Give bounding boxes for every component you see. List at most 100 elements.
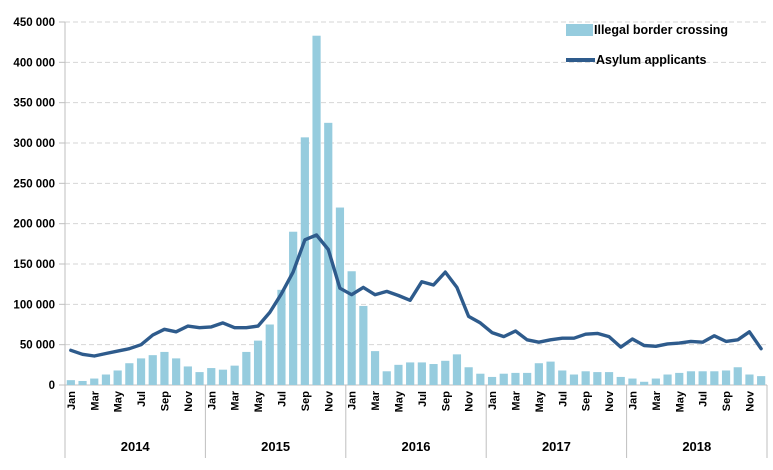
bar-series-swatch-icon — [566, 24, 593, 37]
bar-illegal-border-crossing — [230, 365, 239, 385]
month-label: Sep — [440, 391, 452, 411]
bar-illegal-border-crossing — [300, 137, 309, 385]
bar-illegal-border-crossing — [616, 376, 625, 385]
month-label: Nov — [604, 390, 616, 412]
y-axis-label: 350 000 — [13, 98, 55, 110]
bar-illegal-border-crossing — [511, 372, 520, 385]
month-label: Sep — [721, 391, 733, 411]
month-label: Nov — [323, 390, 335, 412]
bar-illegal-border-crossing — [312, 35, 321, 386]
month-label: Nov — [183, 390, 195, 412]
month-label: Jul — [136, 391, 148, 407]
bar-illegal-border-crossing — [382, 371, 391, 385]
bar-illegal-border-crossing — [113, 370, 122, 385]
bar-illegal-border-crossing — [335, 207, 345, 385]
month-label: Jan — [206, 391, 218, 410]
month-label: Sep — [159, 391, 171, 411]
month-label: May — [674, 390, 686, 412]
month-label: Mar — [651, 390, 663, 410]
bar-illegal-border-crossing — [370, 351, 380, 385]
bar-illegal-border-crossing — [464, 367, 473, 385]
bar-illegal-border-crossing — [721, 370, 731, 385]
month-label: Jan — [347, 391, 359, 410]
bar-illegal-border-crossing — [569, 374, 579, 385]
bar-illegal-border-crossing — [476, 373, 485, 385]
month-label: Jul — [557, 391, 569, 407]
year-label: 2018 — [682, 439, 711, 454]
bar-illegal-border-crossing — [686, 371, 696, 385]
line-asylum-applicants — [69, 233, 763, 358]
month-label: Nov — [464, 390, 476, 412]
legend-label: Illegal border crossing — [594, 23, 729, 37]
month-label: Mar — [230, 390, 242, 410]
month-label: Jan — [66, 391, 78, 410]
bar-illegal-border-crossing — [487, 376, 497, 385]
bar-illegal-border-crossing — [546, 361, 555, 385]
bar-illegal-border-crossing — [593, 372, 602, 385]
month-label: Mar — [89, 390, 101, 410]
y-axis-label: 150 000 — [13, 259, 55, 271]
bar-illegal-border-crossing — [195, 372, 204, 385]
y-axis-label: 200 000 — [13, 219, 55, 231]
month-label: Jul — [417, 391, 429, 407]
y-axis-label: 400 000 — [13, 57, 55, 69]
month-label: May — [534, 390, 546, 412]
bar-illegal-border-crossing — [66, 380, 75, 385]
month-label: Mar — [510, 390, 522, 410]
month-label: Mar — [370, 390, 382, 410]
month-label: May — [253, 390, 265, 412]
bar-illegal-border-crossing — [148, 355, 157, 385]
bar-illegal-border-crossing — [253, 340, 263, 385]
bar-illegal-border-crossing — [277, 289, 286, 385]
bar-illegal-border-crossing — [675, 372, 684, 385]
bar-illegal-border-crossing — [452, 354, 462, 385]
year-label: 2015 — [261, 439, 290, 454]
bar-illegal-border-crossing — [663, 374, 672, 385]
bar-illegal-border-crossing — [160, 351, 169, 385]
month-label: Nov — [744, 390, 756, 412]
bar-illegal-border-crossing — [207, 368, 216, 385]
bar-illegal-border-crossing — [218, 369, 228, 385]
bar-illegal-border-crossing — [710, 371, 719, 385]
y-axis-label: 300 000 — [13, 138, 55, 150]
legend-item-illegal-border-crossing: Illegal border crossing — [566, 24, 766, 37]
year-label: 2017 — [542, 439, 571, 454]
bar-illegal-border-crossing — [628, 378, 637, 385]
y-axis-label: 0 — [49, 380, 55, 392]
month-label: May — [393, 390, 405, 412]
legend-label: Asylum applicants — [596, 52, 707, 67]
month-label: Sep — [300, 391, 312, 411]
month-label: Jan — [627, 391, 639, 410]
bar-illegal-border-crossing — [429, 364, 438, 385]
bar-illegal-border-crossing — [359, 305, 368, 385]
bar-illegal-border-crossing — [698, 371, 707, 385]
month-label: Jul — [276, 391, 288, 407]
year-label: 2016 — [402, 439, 431, 454]
bar-illegal-border-crossing — [78, 380, 87, 385]
bar-illegal-border-crossing — [640, 381, 649, 385]
bar-illegal-border-crossing — [265, 324, 274, 385]
bar-illegal-border-crossing — [651, 378, 660, 385]
bar-illegal-border-crossing — [172, 358, 181, 385]
month-label: Sep — [581, 391, 593, 411]
bar-illegal-border-crossing — [90, 378, 99, 385]
bar-illegal-border-crossing — [523, 372, 532, 385]
month-label: Jul — [698, 391, 710, 407]
y-axis-label: 450 000 — [13, 17, 55, 29]
year-label: 2014 — [121, 439, 151, 454]
bar-illegal-border-crossing — [733, 367, 742, 385]
bar-illegal-border-crossing — [347, 271, 356, 385]
bar-illegal-border-crossing — [581, 371, 590, 385]
bar-illegal-border-crossing — [136, 358, 146, 385]
bar-illegal-border-crossing — [125, 363, 134, 385]
bar-illegal-border-crossing — [745, 374, 754, 385]
bar-illegal-border-crossing — [183, 366, 192, 385]
bar-illegal-border-crossing — [757, 376, 766, 385]
bar-illegal-border-crossing — [394, 364, 403, 385]
bar-illegal-border-crossing — [417, 362, 426, 385]
chart-legend: Illegal border crossing Asylum applicant… — [566, 24, 766, 66]
line-series-swatch-icon — [566, 58, 595, 62]
bar-illegal-border-crossing — [558, 370, 567, 385]
y-axis-label: 50 000 — [20, 340, 55, 352]
